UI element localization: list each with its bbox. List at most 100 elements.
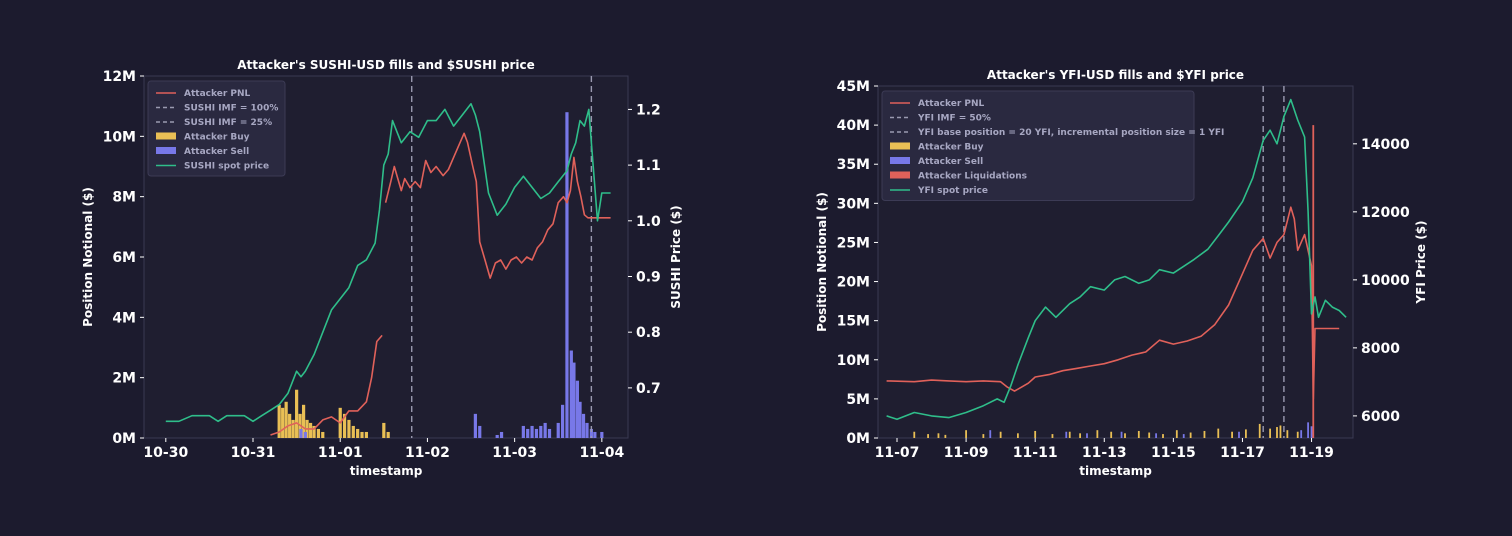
pnl-line bbox=[886, 206, 1340, 400]
legend-swatch bbox=[156, 147, 176, 154]
y2-tick-label: 0.7 bbox=[636, 381, 661, 397]
buy-bar bbox=[291, 419, 295, 438]
buy-bar bbox=[1148, 432, 1151, 438]
buy-bar bbox=[982, 434, 985, 438]
y-tick-label: 20M bbox=[837, 275, 870, 291]
buy-bar bbox=[351, 425, 355, 438]
liquidation-bar bbox=[1312, 125, 1315, 438]
buy-bar bbox=[1068, 431, 1071, 438]
sell-bar bbox=[543, 422, 547, 438]
y-tick-label: 15M bbox=[837, 314, 870, 330]
buy-bar bbox=[937, 433, 940, 438]
buy-bar bbox=[1175, 430, 1178, 438]
buy-bar bbox=[356, 428, 360, 438]
sell-bar bbox=[1155, 433, 1157, 438]
y-tick-label: 4M bbox=[112, 310, 136, 326]
y2-tick-label: 1.0 bbox=[636, 214, 661, 230]
y-tick-label: 45M bbox=[837, 79, 870, 95]
spot-price-line bbox=[165, 103, 611, 423]
buy-bar bbox=[913, 431, 916, 438]
buy-bar bbox=[281, 407, 285, 438]
sell-bar bbox=[600, 431, 604, 438]
y2-tick-label: 0.8 bbox=[636, 325, 661, 341]
sell-bar bbox=[526, 428, 530, 438]
buy-bar bbox=[277, 404, 281, 438]
y-tick-label: 0M bbox=[846, 431, 870, 447]
buy-bar bbox=[364, 431, 368, 438]
x-tick-label: 11-11 bbox=[1013, 445, 1058, 461]
y-axis-label: Position Notional ($) bbox=[815, 192, 829, 332]
buy-bar bbox=[295, 389, 299, 438]
y-tick-label: 25M bbox=[837, 235, 870, 251]
y-tick-label: 30M bbox=[837, 196, 870, 212]
legend-entry: SUSHI spot price bbox=[184, 162, 269, 172]
buy-bar bbox=[1051, 434, 1054, 438]
buy-bar bbox=[1110, 431, 1113, 438]
x-axis-label: timestamp bbox=[350, 464, 423, 478]
pnl-line bbox=[384, 132, 611, 279]
buy-bar bbox=[1189, 432, 1192, 438]
sell-bar bbox=[299, 428, 303, 438]
sell-bar bbox=[989, 430, 992, 438]
sell-bar bbox=[556, 422, 560, 438]
y2-axis-label: SUSHI Price ($) bbox=[669, 205, 683, 308]
buy-bar bbox=[1279, 425, 1282, 438]
sell-bar bbox=[593, 431, 597, 438]
buy-bar bbox=[284, 401, 288, 438]
x-tick-label: 11-19 bbox=[1289, 445, 1334, 461]
sell-bar bbox=[560, 404, 565, 438]
buy-bar bbox=[301, 404, 306, 438]
sell-bar bbox=[1300, 430, 1303, 438]
buy-bar bbox=[1296, 431, 1299, 438]
legend-box bbox=[881, 90, 1195, 201]
y-tick-label: 35M bbox=[837, 157, 870, 173]
x-axis-label: timestamp bbox=[1079, 464, 1152, 478]
sell-bar bbox=[521, 425, 525, 438]
buy-bar bbox=[944, 434, 947, 438]
buy-bar bbox=[312, 425, 316, 438]
yfi-chart: Attacker's YFI-USD fills and $YFI price 0… bbox=[815, 68, 1428, 478]
x-tick-label: 11-02 bbox=[405, 445, 450, 461]
y2-tick-label: 0.9 bbox=[636, 269, 661, 285]
buy-bar bbox=[1096, 430, 1099, 438]
sell-bar bbox=[478, 425, 482, 438]
sell-bar bbox=[1182, 434, 1185, 438]
sushi-chart: Attacker's SUSHI-USD fills and $SUSHI pr… bbox=[81, 58, 683, 478]
sell-bar bbox=[539, 425, 543, 438]
legend-entry: Attacker Sell bbox=[918, 157, 983, 167]
y2-tick-label: 8000 bbox=[1361, 341, 1400, 357]
sell-bar bbox=[575, 380, 580, 438]
y-tick-label: 40M bbox=[837, 118, 870, 134]
buy-bar bbox=[999, 431, 1002, 438]
buy-bar bbox=[1286, 430, 1289, 438]
legend-box bbox=[147, 80, 286, 177]
y-tick-label: 8M bbox=[112, 190, 136, 206]
sell-bar bbox=[473, 413, 477, 438]
x-tick-label: 11-17 bbox=[1220, 445, 1265, 461]
x-tick-label: 11-07 bbox=[875, 445, 920, 461]
y2-tick-label: 14000 bbox=[1361, 137, 1410, 153]
x-tick-label: 11-01 bbox=[318, 445, 363, 461]
x-tick-label: 11-15 bbox=[1151, 445, 1196, 461]
legend-entry: Attacker Liquidations bbox=[918, 172, 1027, 182]
pnl-line bbox=[270, 334, 383, 436]
sell-bar bbox=[569, 350, 573, 438]
buy-bar bbox=[347, 419, 351, 438]
spot-price-line bbox=[886, 98, 1347, 421]
y-tick-label: 6M bbox=[112, 250, 136, 266]
legend-entry: YFI base position = 20 YFI, incremental … bbox=[917, 128, 1224, 138]
y-tick-label: 5M bbox=[846, 392, 870, 408]
buy-bar bbox=[1258, 423, 1261, 438]
buy-bar bbox=[1269, 428, 1271, 438]
y-tick-label: 10M bbox=[837, 353, 870, 369]
buy-bar bbox=[1203, 430, 1206, 438]
legend-swatch bbox=[156, 132, 176, 140]
legend-entry: SUSHI IMF = 25% bbox=[184, 118, 272, 128]
sell-bar bbox=[534, 428, 539, 438]
sell-bar bbox=[1238, 431, 1240, 438]
buy-bar bbox=[360, 431, 364, 438]
x-tick-label: 11-13 bbox=[1082, 445, 1127, 461]
buy-bar bbox=[1137, 430, 1140, 438]
buy-bar bbox=[386, 431, 390, 438]
buy-bar bbox=[308, 422, 313, 438]
